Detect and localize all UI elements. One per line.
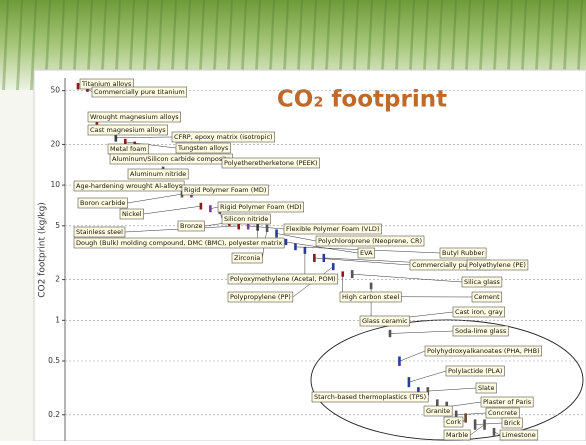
- range-bar: [304, 247, 307, 254]
- chart: CO₂ footprint CO2 footprint (kg/kg) 0.20…: [0, 0, 586, 441]
- material-label: EVA: [360, 249, 373, 257]
- material-label: Zirconia: [234, 254, 260, 262]
- range-bar: [209, 205, 212, 212]
- material-label: Bronze: [180, 222, 203, 230]
- material-label: Granite: [426, 407, 450, 415]
- material-label: Cast magnesium alloys: [90, 126, 166, 134]
- range-bar: [285, 239, 288, 245]
- y-tick-label: 2: [55, 275, 60, 284]
- range-bar: [464, 413, 467, 422]
- y-tick-label: 50: [50, 86, 60, 95]
- material-label: Tungsten alloys: [177, 144, 229, 152]
- y-tick-label: 0.5: [48, 356, 60, 365]
- material-label: Cork: [446, 418, 461, 426]
- material-label: Slate: [478, 384, 494, 392]
- range-bar: [483, 419, 486, 429]
- material-label: Plaster of Paris: [483, 398, 532, 406]
- material-label: Aluminum nitride: [130, 170, 186, 178]
- range-bar: [323, 254, 326, 262]
- material-label: Dough (Bulk) molding compound, DMC (BMC)…: [76, 239, 282, 247]
- y-axis-label: CO2 footprint (kg/kg): [38, 202, 48, 298]
- material-label: Cement: [474, 293, 500, 301]
- material-label: Nickel: [122, 210, 142, 218]
- material-label: Brick: [504, 419, 521, 427]
- range-bar: [351, 270, 354, 278]
- material-label: Polyethylene (PE): [469, 261, 526, 269]
- material-label: Cast iron, gray: [455, 308, 503, 316]
- material-label: Polyhydroxyalkanoates (PHA, PHB): [427, 347, 540, 355]
- range-bar: [389, 330, 392, 337]
- range-bar: [256, 224, 259, 231]
- y-tick-label: 0.2: [48, 410, 60, 419]
- material-label: Metal foam: [110, 145, 147, 153]
- material-label: Silicon nitride: [224, 215, 268, 223]
- y-tick-label: 20: [50, 139, 60, 148]
- range-bar: [77, 83, 80, 90]
- material-label: Polyoxymethylene (Acetal, POM): [230, 275, 336, 283]
- material-label: Polychloroprene (Neoprene, CR): [318, 237, 422, 245]
- range-bar: [398, 356, 401, 365]
- material-label: Rigid Polymer Foam (MD): [184, 186, 266, 194]
- material-label: Marble: [446, 431, 468, 439]
- range-bar: [370, 283, 373, 290]
- range-bar: [474, 419, 477, 429]
- material-label: Wrought magnesium alloys: [90, 113, 179, 121]
- material-label: Soda-lime glass: [455, 327, 507, 335]
- range-bar: [200, 203, 203, 210]
- range-bar: [332, 263, 335, 270]
- material-label: Butyl Rubber: [442, 249, 484, 257]
- material-label: Age-hardening wrought Al-alloys: [76, 182, 183, 190]
- material-label: Polylactide (PLA): [448, 367, 502, 375]
- material-label: Rigid Polymer Foam (HD): [220, 203, 302, 211]
- material-label: Flexible Polymer Foam (VLD): [286, 225, 379, 233]
- material-label: High carbon steel: [342, 293, 399, 301]
- range-bar: [493, 428, 496, 436]
- material-label: Boron carbide: [80, 199, 125, 207]
- y-tick-label: 5: [55, 221, 60, 230]
- material-label: Glass ceramic: [362, 317, 408, 325]
- range-bar: [341, 271, 344, 276]
- material-label: Commercially pure titanium: [94, 88, 185, 96]
- range-bar: [294, 243, 297, 250]
- material-label: Starch-based thermoplastics (TPS): [314, 393, 426, 401]
- material-label: Limestone: [502, 431, 536, 439]
- range-bar: [266, 225, 269, 232]
- material-label: Concrete: [488, 409, 517, 417]
- material-label: Silica glass: [464, 278, 500, 286]
- range-bar: [408, 377, 411, 387]
- range-bar: [313, 254, 316, 262]
- material-label: Polypropylene (PP): [230, 293, 291, 301]
- page: CO₂ footprint CO2 footprint (kg/kg) 0.20…: [0, 0, 586, 441]
- material-label: Polyetheretherketone (PEEK): [224, 159, 318, 167]
- material-label: Aluminum/Silicon carbide composite: [112, 155, 231, 163]
- range-bar: [275, 229, 278, 237]
- material-label: Stainless steel: [76, 228, 123, 236]
- y-tick-label: 10: [50, 180, 60, 189]
- material-label: CFRP, epoxy matrix (isotropic): [174, 133, 273, 141]
- y-tick-label: 1: [55, 315, 60, 324]
